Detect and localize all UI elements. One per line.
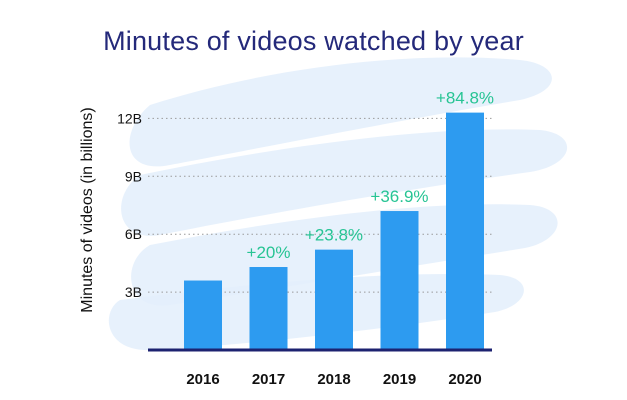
bar-2020 bbox=[446, 112, 484, 350]
chart-title: Minutes of videos watched by year bbox=[103, 26, 524, 56]
x-tick-label: 2019 bbox=[383, 371, 416, 388]
y-tick-label: 9B bbox=[125, 168, 142, 184]
background-brush-stroke-1 bbox=[129, 57, 552, 167]
x-tick-label: 2017 bbox=[252, 371, 285, 388]
growth-label: +84.8% bbox=[436, 89, 494, 108]
y-tick-label: 12B bbox=[117, 110, 142, 126]
x-tick-label: 2018 bbox=[317, 371, 350, 388]
bar-2016 bbox=[184, 280, 222, 350]
growth-label: +20% bbox=[247, 243, 291, 262]
x-tick-label: 2020 bbox=[448, 371, 481, 388]
bar-2019 bbox=[380, 211, 419, 350]
y-tick-label: 3B bbox=[125, 284, 142, 300]
growth-label: +23.8% bbox=[305, 226, 363, 245]
bar-2018 bbox=[315, 249, 353, 350]
y-tick-label: 6B bbox=[125, 226, 142, 242]
growth-label: +36.9% bbox=[370, 187, 428, 206]
bar-2017 bbox=[249, 267, 288, 350]
x-tick-label: 2016 bbox=[186, 371, 219, 388]
